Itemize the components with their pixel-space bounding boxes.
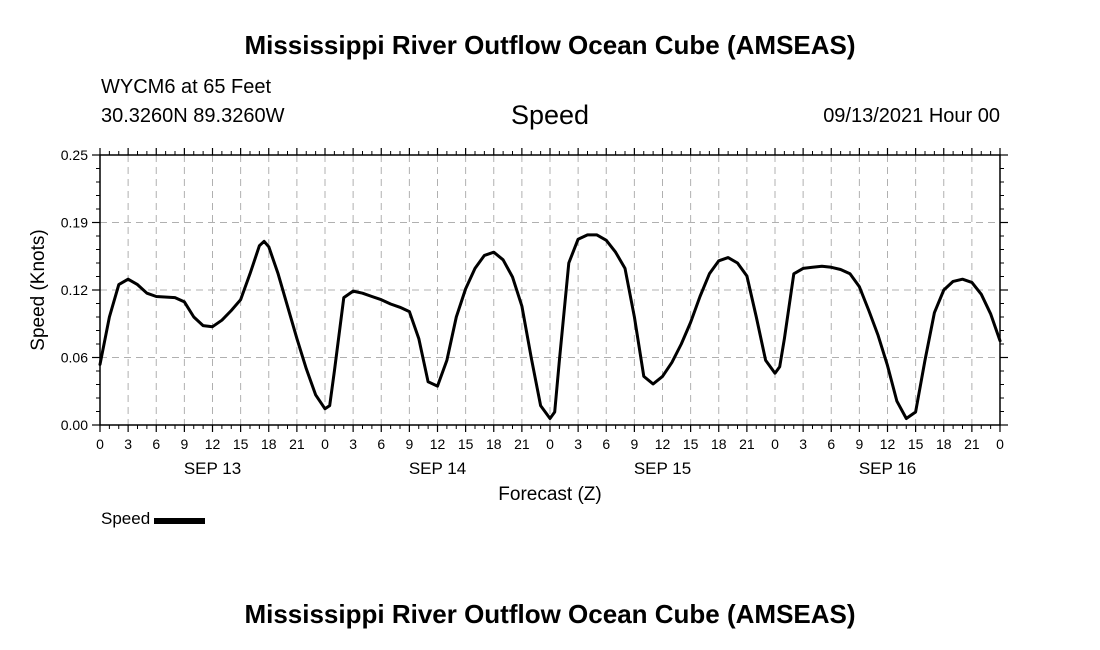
- x-axis-label: Forecast (Z): [498, 484, 601, 505]
- x-tick-label: 3: [574, 436, 582, 452]
- x-day-label: SEP 16: [859, 459, 916, 478]
- x-day-label: SEP 15: [634, 459, 691, 478]
- legend-label: Speed: [101, 509, 151, 528]
- y-tick-label: 0.25: [61, 147, 88, 163]
- x-tick-label: 9: [855, 436, 863, 452]
- y-tick-label: 0.12: [61, 282, 88, 298]
- x-tick-label: 0: [546, 436, 554, 452]
- x-tick-label: 15: [683, 436, 699, 452]
- x-tick-label: 0: [96, 436, 104, 452]
- y-tick-label: 0.19: [61, 215, 88, 231]
- forecast-run-time: 09/13/2021 Hour 00: [823, 105, 1000, 127]
- y-tick-label: 0.00: [61, 417, 88, 433]
- x-tick-label: 0: [321, 436, 329, 452]
- chart-title: Speed: [510, 100, 590, 130]
- x-tick-label: 3: [799, 436, 807, 452]
- x-tick-label: 15: [908, 436, 924, 452]
- station-coordinates: 30.3260N 89.3260W: [101, 105, 285, 127]
- grid-lines: [100, 155, 1000, 425]
- x-tick-label: 12: [655, 436, 671, 452]
- x-tick-label: 9: [630, 436, 638, 452]
- x-tick-label: 18: [711, 436, 727, 452]
- x-day-label: SEP 13: [184, 459, 241, 478]
- x-tick-label: 6: [152, 436, 160, 452]
- x-tick-label: 18: [936, 436, 952, 452]
- x-tick-label: 12: [205, 436, 221, 452]
- legend-swatch: [154, 518, 206, 524]
- x-tick-label: 6: [377, 436, 385, 452]
- x-tick-label: 21: [514, 436, 530, 452]
- x-tick-label: 21: [964, 436, 980, 452]
- x-tick-label: 21: [739, 436, 755, 452]
- x-tick-label: 3: [124, 436, 132, 452]
- plot-frame: [99, 154, 1001, 426]
- x-tick-label: 9: [405, 436, 413, 452]
- x-tick-label: 21: [289, 436, 305, 452]
- x-tick-labels: 0 3 6 9 12 15 18 21 0 3 6 9 12 15 18 21 0 3 6 9 12 15 18 21 0 3 6 9…: [96, 436, 1004, 452]
- speed-series-line: [98, 233, 1002, 420]
- x-tick-label: 6: [827, 436, 835, 452]
- x-tick-label: 6: [602, 436, 610, 452]
- x-tick-label: 9: [180, 436, 188, 452]
- x-tick-label: 3: [349, 436, 357, 452]
- footer-title: Mississippi River Outflow Ocean Cube (AM…: [244, 599, 856, 629]
- x-tick-label: 0: [771, 436, 779, 452]
- x-tick-label: 12: [880, 436, 896, 452]
- y-tick-labels: 0.00 0.06 0.12 0.19 0.25: [61, 147, 88, 433]
- x-tick-label: 12: [430, 436, 446, 452]
- x-tick-label: 15: [458, 436, 474, 452]
- x-tick-label: 18: [261, 436, 277, 452]
- x-tick-label: 0: [996, 436, 1004, 452]
- y-axis-label: Speed (Knots): [28, 229, 49, 350]
- x-tick-label: 18: [486, 436, 502, 452]
- legend: Speed: [101, 509, 206, 529]
- x-day-label: SEP 14: [409, 459, 466, 478]
- station-name: WYCM6 at 65 Feet: [101, 76, 272, 98]
- y-tick-label: 0.06: [61, 350, 88, 366]
- day-labels: SEP 13 SEP 14 SEP 15 SEP 16: [184, 459, 916, 478]
- page-title: Mississippi River Outflow Ocean Cube (AM…: [244, 30, 856, 60]
- x-tick-label: 15: [233, 436, 249, 452]
